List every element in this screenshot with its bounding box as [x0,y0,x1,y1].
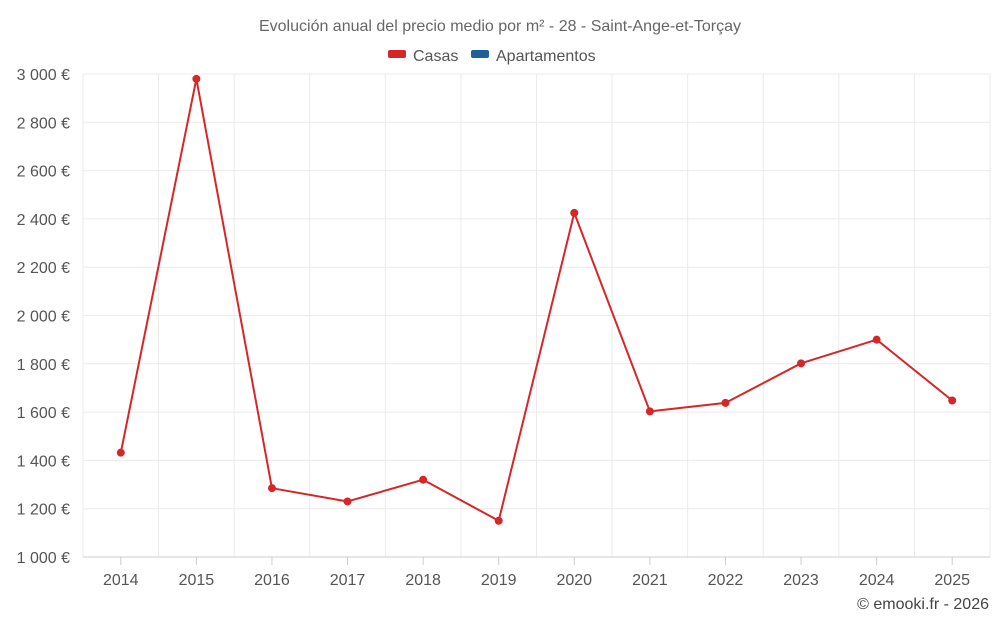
data-point[interactable] [948,396,957,405]
legend-item-casas[interactable]: Casas [388,48,458,65]
legend-swatch [471,50,489,58]
legend-item-apartamentos[interactable]: Apartamentos [471,48,596,65]
data-point[interactable] [797,359,806,368]
x-tick-label: 2015 [179,572,215,589]
x-tick-label: 2014 [103,572,139,589]
data-point[interactable] [721,398,730,407]
y-tick-label: 1 800 € [17,357,70,374]
x-tick-label: 2017 [330,572,366,589]
x-tick-label: 2016 [254,572,290,589]
data-point[interactable] [419,475,428,484]
data-point[interactable] [192,74,201,83]
x-axis: 2014 2015 2016 2017 2018 2019 2020 2021 2022 2023… [83,556,990,589]
data-point[interactable] [267,484,276,493]
data-point[interactable] [343,497,352,506]
y-tick-label: 2 000 € [17,309,70,326]
grid [82,73,991,557]
x-tick-label: 2021 [632,572,668,589]
x-tick-label: 2025 [934,572,970,589]
chart-title: Evolución anual del precio medio por m² … [259,18,741,35]
y-tick-label: 3 000 € [17,67,70,84]
x-tick-label: 2020 [556,572,592,589]
data-point[interactable] [494,516,503,525]
x-tick-label: 2019 [481,572,517,589]
data-point[interactable] [645,407,654,416]
legend-swatch [388,50,406,58]
y-tick-label: 2 800 € [17,115,70,132]
y-axis: 1 000 € 1 200 € 1 400 € 1 600 € 1 800 € 2 000… [17,67,70,567]
y-tick-label: 1 200 € [17,502,70,519]
data-point[interactable] [570,208,579,217]
x-tick-label: 2023 [783,572,819,589]
y-tick-label: 1 600 € [17,405,70,422]
y-tick-label: 2 400 € [17,212,70,229]
y-tick-label: 2 600 € [17,164,70,181]
x-tick-label: 2022 [708,572,744,589]
legend-label: Apartamentos [496,48,596,65]
data-point[interactable] [872,335,881,344]
y-tick-label: 1 000 € [17,550,70,567]
data-point[interactable] [116,448,125,457]
series-casas [116,74,957,525]
y-tick-label: 2 200 € [17,260,70,277]
x-tick-label: 2024 [859,572,895,589]
legend-label: Casas [413,48,458,65]
credit-text: © emooki.fr - 2026 [857,596,989,613]
series-line [119,77,953,522]
series-layer [116,74,957,525]
legend[interactable]: Casas Apartamentos [388,48,596,65]
y-tick-label: 1 400 € [17,453,70,470]
x-tick-label: 2018 [405,572,441,589]
